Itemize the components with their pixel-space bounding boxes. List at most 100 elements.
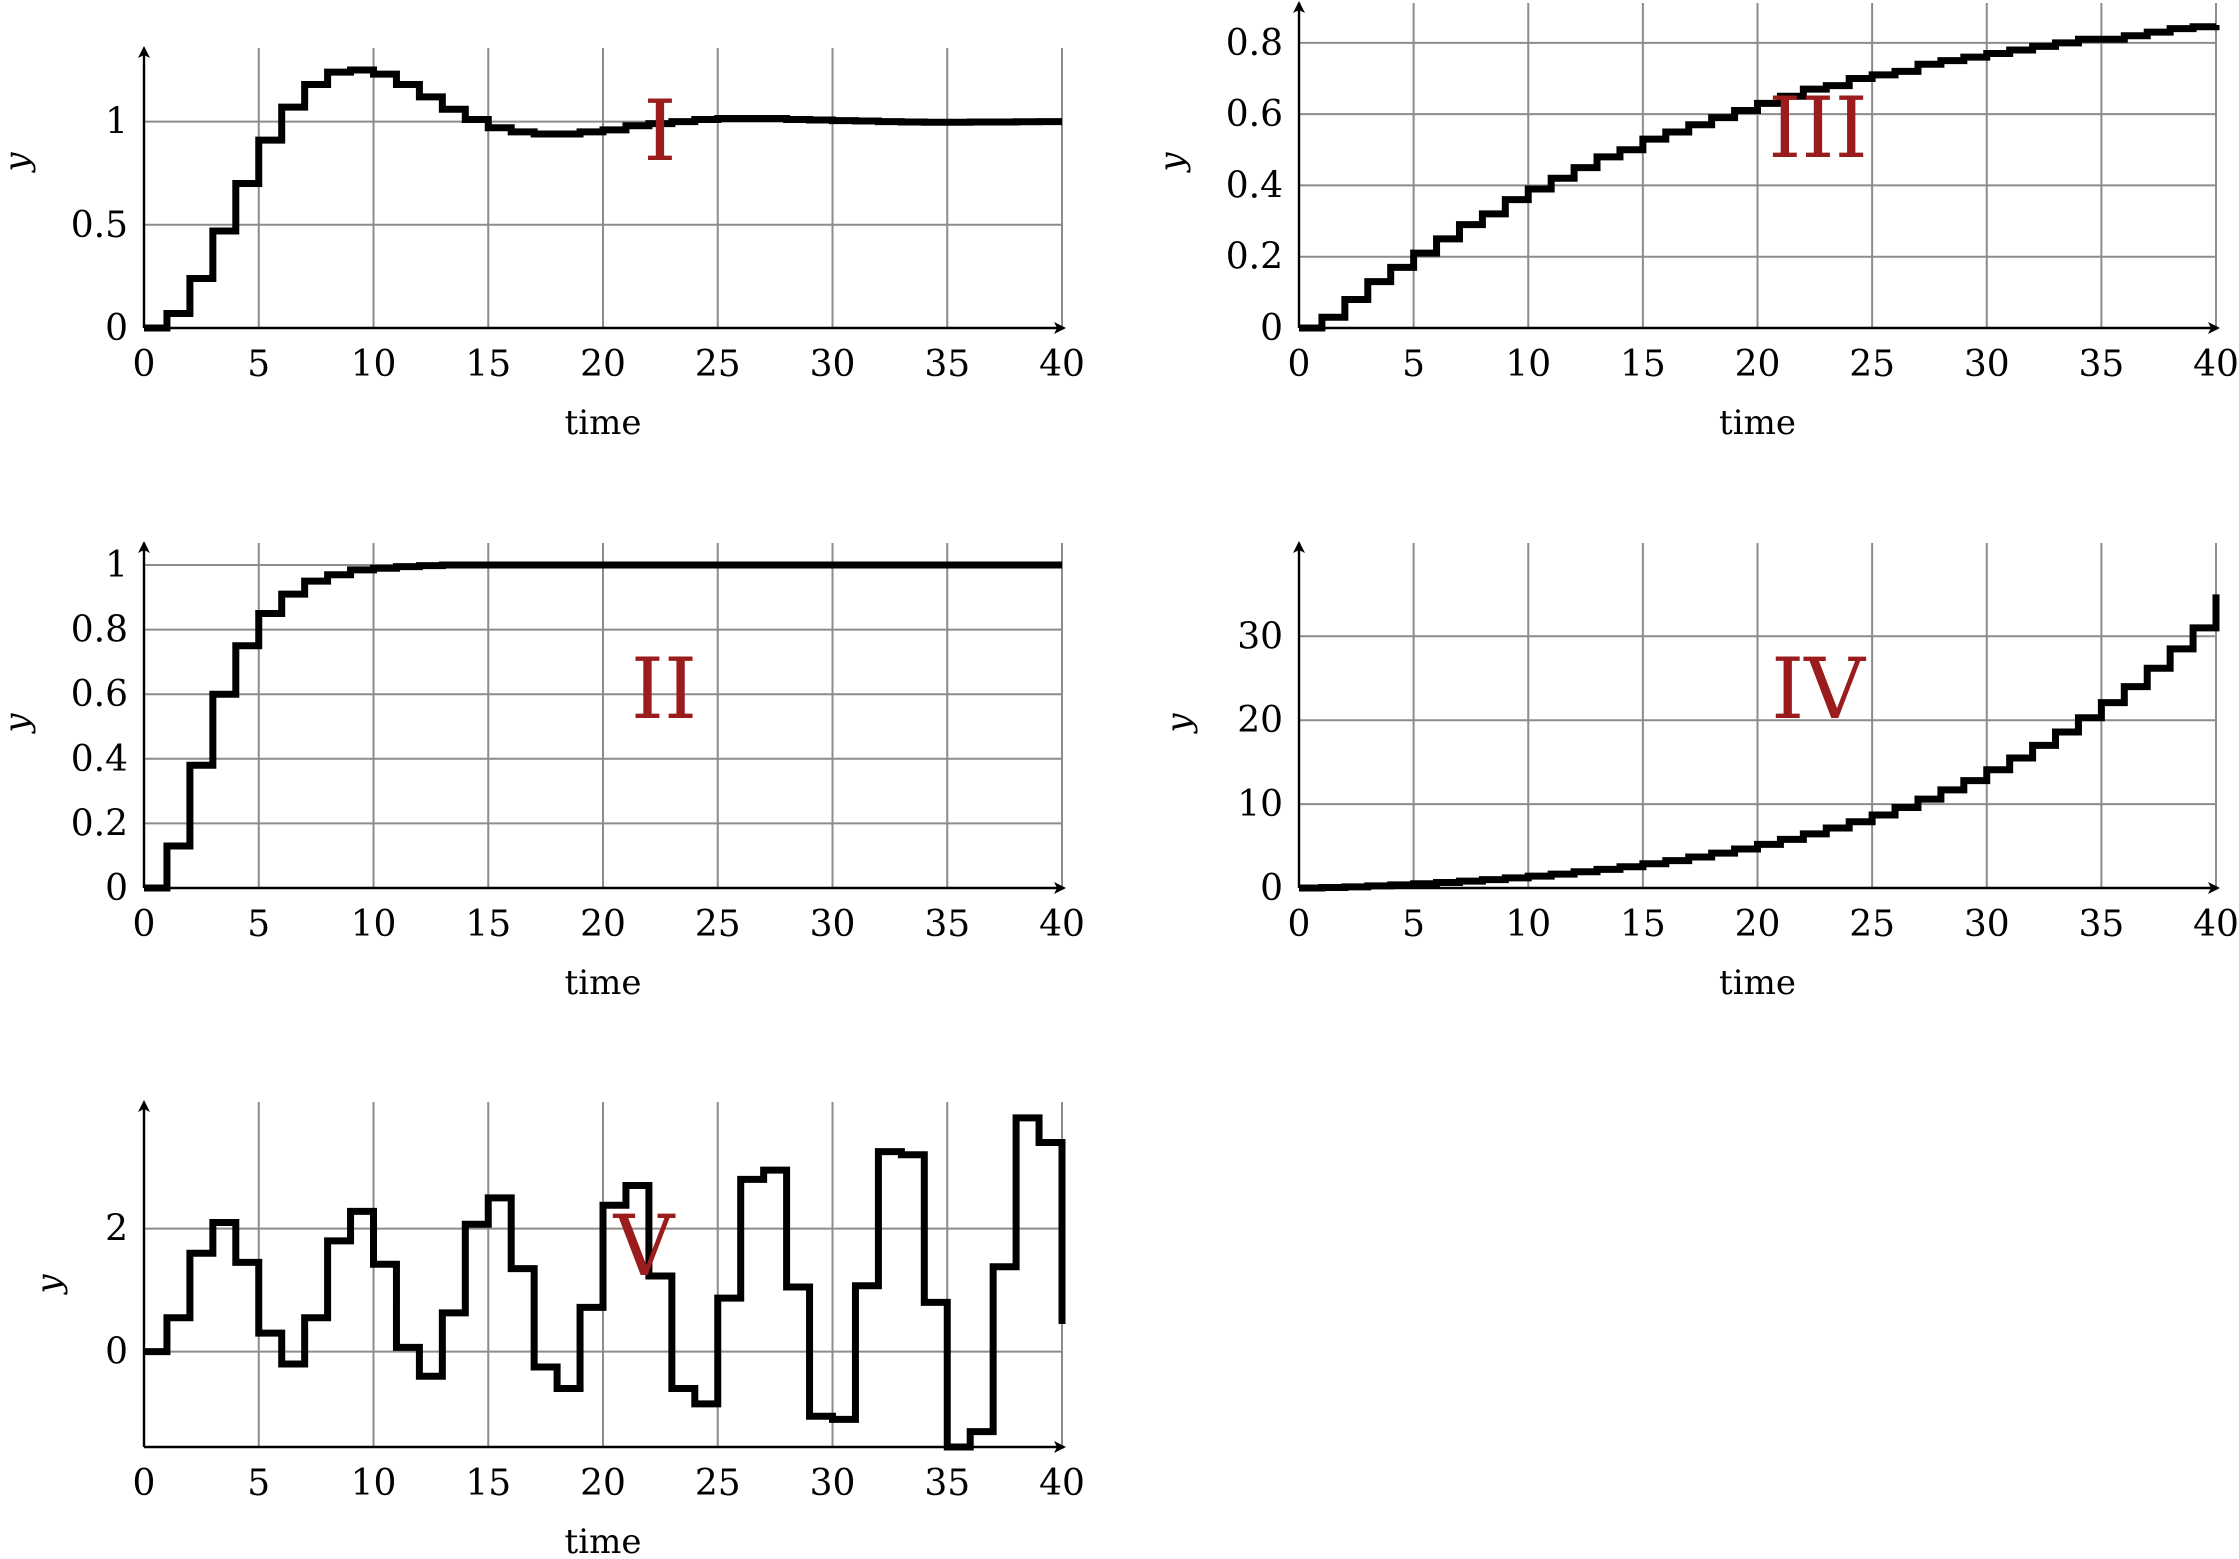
x-tick-label: 10 bbox=[1505, 904, 1551, 945]
x-axis-arrow bbox=[2208, 882, 2220, 894]
y-axis-arrow bbox=[138, 1100, 150, 1112]
y-axis-label: y bbox=[0, 152, 37, 174]
x-axis-label: time bbox=[565, 1522, 642, 1559]
series-line bbox=[144, 66, 1062, 332]
series-line bbox=[1299, 594, 2220, 892]
y-tick-label: 0.4 bbox=[71, 739, 128, 780]
y-axis-arrow bbox=[138, 46, 150, 58]
x-tick-label: 15 bbox=[1620, 344, 1666, 385]
y-tick-label: 2 bbox=[105, 1209, 128, 1250]
panel-label: IV bbox=[1771, 640, 1866, 738]
chart-panel-5: 0 5 10 15 20 25 30 35 40 0 2 time y V bbox=[29, 1100, 1085, 1559]
y-axis-label: y bbox=[0, 713, 37, 735]
x-tick-label: 0 bbox=[1288, 344, 1311, 385]
y-tick-label: 0 bbox=[1260, 308, 1283, 349]
x-tick-label: 0 bbox=[133, 1463, 156, 1504]
y-tick-label: 10 bbox=[1237, 784, 1283, 825]
x-tick-label: 35 bbox=[924, 904, 970, 945]
x-tick-label: 10 bbox=[351, 344, 397, 385]
x-axis-arrow bbox=[1054, 882, 1066, 894]
x-tick-label: 40 bbox=[2193, 344, 2239, 385]
x-tick-label: 35 bbox=[2078, 344, 2124, 385]
x-tick-label: 0 bbox=[1288, 904, 1311, 945]
gridlines bbox=[1299, 3, 2217, 328]
panel-label: I bbox=[643, 82, 676, 180]
x-tick-label: 0 bbox=[133, 904, 156, 945]
chart-panel-3: 0 5 10 15 20 25 30 35 40 0 0.2 0.4 0.6 0.8 time y III bbox=[1152, 1, 2239, 443]
panel-label: III bbox=[1768, 79, 1868, 177]
series-line bbox=[144, 1114, 1066, 1451]
y-axis-arrow bbox=[1293, 541, 1305, 553]
x-tick-label: 30 bbox=[810, 904, 856, 945]
x-tick-label: 20 bbox=[1735, 904, 1781, 945]
x-tick-label: 5 bbox=[247, 904, 270, 945]
y-axis-label: y bbox=[1152, 152, 1192, 174]
x-tick-label: 40 bbox=[2193, 904, 2239, 945]
y-tick-label: 0 bbox=[105, 308, 128, 349]
x-tick-label: 5 bbox=[1402, 904, 1425, 945]
panel-label: II bbox=[631, 640, 697, 738]
x-tick-label: 10 bbox=[1505, 344, 1551, 385]
x-tick-label: 25 bbox=[1849, 904, 1895, 945]
x-tick-label: 25 bbox=[1849, 344, 1895, 385]
x-axis-label: time bbox=[1719, 403, 1796, 443]
y-tick-label: 0 bbox=[1260, 868, 1283, 909]
x-tick-label: 40 bbox=[1039, 344, 1085, 385]
y-tick-label: 0.8 bbox=[71, 610, 128, 651]
y-tick-label: 0.2 bbox=[1226, 237, 1283, 278]
x-tick-label: 15 bbox=[465, 904, 511, 945]
chart-panel-2: 0 5 10 15 20 25 30 35 40 0 0.2 0.4 0.6 0.8 1 time y II bbox=[0, 541, 1085, 1003]
x-tick-label: 30 bbox=[1964, 344, 2010, 385]
y-tick-label: 30 bbox=[1237, 616, 1283, 657]
x-axis-arrow bbox=[1054, 1441, 1066, 1453]
panel-label: V bbox=[613, 1197, 676, 1295]
y-axis-arrow bbox=[1293, 1, 1305, 13]
x-tick-label: 20 bbox=[580, 904, 626, 945]
gridlines bbox=[1299, 543, 2217, 888]
x-tick-label: 30 bbox=[810, 344, 856, 385]
x-tick-label: 10 bbox=[351, 1463, 397, 1504]
x-tick-label: 0 bbox=[133, 344, 156, 385]
gridlines bbox=[144, 48, 1063, 328]
x-tick-label: 40 bbox=[1039, 904, 1085, 945]
y-tick-label: 0 bbox=[105, 868, 128, 909]
y-tick-label: 0.4 bbox=[1226, 165, 1283, 206]
x-axis-label: time bbox=[1719, 963, 1796, 1003]
x-tick-label: 25 bbox=[695, 344, 741, 385]
x-tick-label: 15 bbox=[465, 1463, 511, 1504]
x-tick-label: 35 bbox=[924, 1463, 970, 1504]
x-axis-label: time bbox=[565, 403, 642, 443]
y-tick-label: 1 bbox=[105, 545, 128, 586]
series-line bbox=[1299, 23, 2220, 332]
x-tick-label: 5 bbox=[247, 344, 270, 385]
x-tick-label: 20 bbox=[580, 1463, 626, 1504]
x-tick-label: 10 bbox=[351, 904, 397, 945]
x-axis-arrow bbox=[2208, 322, 2220, 334]
x-tick-label: 25 bbox=[695, 1463, 741, 1504]
x-tick-label: 35 bbox=[2078, 904, 2124, 945]
chart-panel-1: 0 5 10 15 20 25 30 35 40 0 0.5 1 time y I bbox=[0, 46, 1085, 443]
x-tick-label: 40 bbox=[1039, 1463, 1085, 1504]
y-axis-label: y bbox=[29, 1274, 69, 1296]
y-tick-label: 0.8 bbox=[1226, 23, 1283, 64]
x-tick-label: 15 bbox=[465, 344, 511, 385]
x-tick-label: 15 bbox=[1620, 904, 1666, 945]
x-tick-label: 30 bbox=[810, 1463, 856, 1504]
x-tick-label: 20 bbox=[580, 344, 626, 385]
x-tick-label: 5 bbox=[1402, 344, 1425, 385]
y-axis-arrow bbox=[138, 541, 150, 553]
y-tick-label: 0.6 bbox=[71, 674, 128, 715]
x-tick-label: 30 bbox=[1964, 904, 2010, 945]
gridlines bbox=[144, 543, 1063, 888]
series-line bbox=[144, 561, 1062, 892]
chart-panel-4: 0 5 10 15 20 25 30 35 40 0 10 20 30 time y IV bbox=[1159, 541, 2239, 1003]
y-tick-label: 0 bbox=[105, 1332, 128, 1373]
x-axis-arrow bbox=[1054, 322, 1066, 334]
x-tick-label: 25 bbox=[695, 904, 741, 945]
x-tick-label: 20 bbox=[1735, 344, 1781, 385]
y-tick-label: 0.5 bbox=[71, 205, 128, 246]
x-tick-label: 35 bbox=[924, 344, 970, 385]
y-tick-label: 0.6 bbox=[1226, 94, 1283, 135]
y-tick-label: 20 bbox=[1237, 700, 1283, 741]
